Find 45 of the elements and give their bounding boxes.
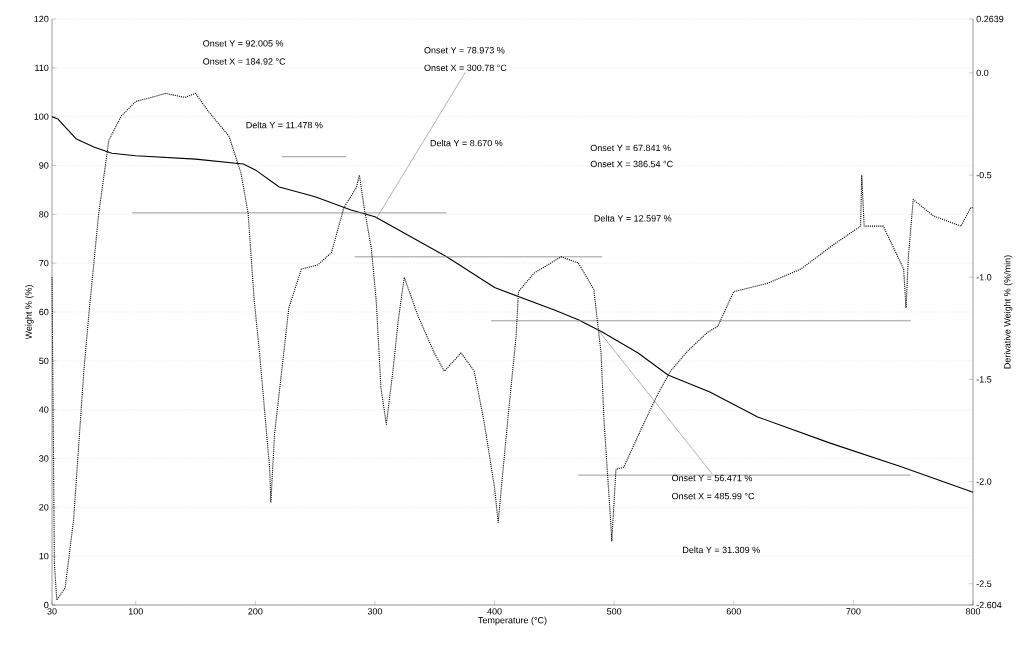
y-tick-label: 70 [39, 259, 49, 267]
y-tick-label: 90 [39, 162, 49, 169]
y-tick-label: 60 [39, 308, 49, 316]
annotation: Onset X = 300.78 °C [424, 64, 507, 72]
y-tick-label: 40 [39, 406, 49, 413]
y2-tick-label: 0.0 [976, 69, 989, 77]
annotation: Onset Y = 92.005 % [203, 40, 284, 47]
y2-tick-label: -1.0 [976, 274, 992, 281]
y2-tick-label: -0.5 [976, 171, 992, 179]
annotation: Delta Y = 31.309 % [683, 546, 760, 554]
annotation: Delta Y = 12.597 % [594, 214, 672, 222]
y-tick-label: 120 [34, 15, 49, 23]
x-tick-label: 500 [607, 608, 622, 615]
y2-axis-title: Derivative Weight % (%/min) [1003, 255, 1013, 369]
annotation: Onset X = 485.99 °C [672, 492, 755, 500]
y-tick-label: 0 [44, 601, 49, 609]
annotation: Onset Y = 56.471 % [672, 474, 753, 482]
y-tick-label: 30 [39, 455, 49, 462]
y-tick-label: 80 [39, 211, 49, 218]
y-axis-title: Weight % (%) [25, 285, 34, 340]
annotation: Onset X = 184.92 °C [203, 58, 286, 65]
x-tick-label: 100 [128, 608, 143, 615]
y-tick-label: 100 [34, 113, 49, 120]
y-tick-label: 110 [35, 64, 49, 72]
x-axis-title: Temperature (°C) [478, 616, 547, 626]
y2-tick-label: -2.604 [976, 601, 1002, 609]
y-tick-label: 10 [39, 552, 49, 560]
x-tick-label: 800 [965, 608, 981, 615]
x-tick-label: 300 [367, 608, 383, 615]
x-tick-label: 400 [487, 608, 502, 615]
x-tick-label: 200 [248, 608, 263, 615]
y-tick-label: 20 [39, 504, 49, 511]
annotation: Delta Y = 8.670 % [430, 139, 503, 147]
x-tick-label: 30 [47, 608, 57, 615]
annotation: Onset X = 386.54 °C [590, 160, 673, 168]
y2-tick-label: 0.2639 [976, 15, 1004, 23]
annotation: Delta Y = 11.478 % [246, 121, 323, 129]
y2-tick-label: -2.5 [976, 580, 992, 587]
y2-tick-label: -1.5 [976, 376, 992, 383]
x-tick-label: 600 [726, 608, 741, 615]
y-tick-label: 50 [39, 357, 49, 365]
y2-tick-label: -2.0 [976, 478, 992, 485]
annotation: Onset Y = 78.973 % [424, 47, 505, 54]
annotation: Onset Y = 67.841 % [590, 144, 671, 152]
x-tick-label: 700 [846, 608, 861, 615]
